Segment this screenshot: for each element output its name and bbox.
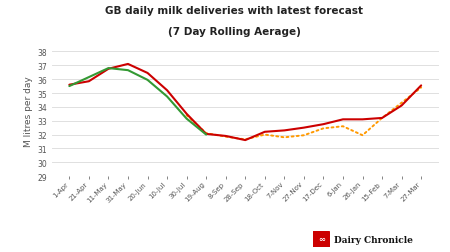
FancyBboxPatch shape xyxy=(312,231,330,247)
Text: GB daily milk deliveries with latest forecast: GB daily milk deliveries with latest for… xyxy=(105,6,363,16)
Text: (7 Day Rolling Aerage): (7 Day Rolling Aerage) xyxy=(167,26,301,37)
Y-axis label: M litres per day: M litres per day xyxy=(24,76,33,146)
Text: ∞: ∞ xyxy=(318,234,325,243)
Text: Dairy Chronicle: Dairy Chronicle xyxy=(334,235,413,244)
